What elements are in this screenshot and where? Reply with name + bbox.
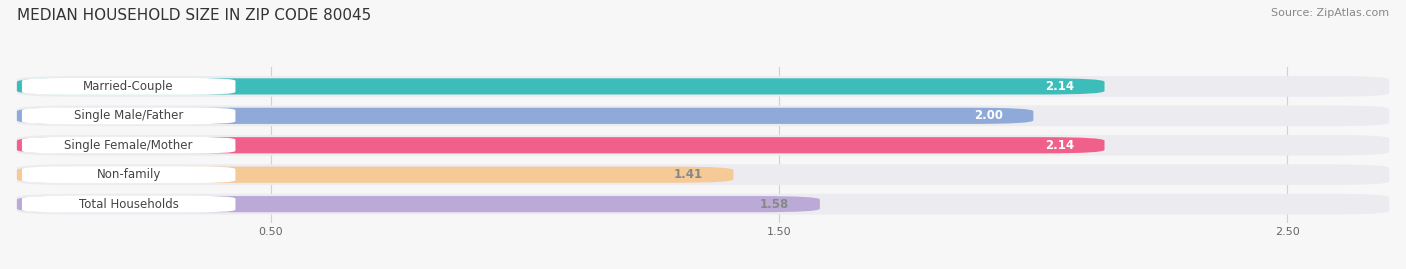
FancyBboxPatch shape — [17, 76, 1389, 97]
FancyBboxPatch shape — [17, 78, 1105, 94]
FancyBboxPatch shape — [22, 196, 235, 213]
Text: Single Female/Mother: Single Female/Mother — [65, 139, 193, 152]
FancyBboxPatch shape — [17, 105, 1389, 126]
FancyBboxPatch shape — [22, 137, 235, 154]
Text: 2.14: 2.14 — [1045, 80, 1074, 93]
FancyBboxPatch shape — [22, 166, 235, 183]
Text: Non-family: Non-family — [97, 168, 160, 181]
Text: 2.00: 2.00 — [974, 109, 1002, 122]
FancyBboxPatch shape — [17, 194, 1389, 214]
Text: Single Male/Father: Single Male/Father — [75, 109, 183, 122]
Text: 1.41: 1.41 — [673, 168, 703, 181]
Text: MEDIAN HOUSEHOLD SIZE IN ZIP CODE 80045: MEDIAN HOUSEHOLD SIZE IN ZIP CODE 80045 — [17, 8, 371, 23]
Text: Source: ZipAtlas.com: Source: ZipAtlas.com — [1271, 8, 1389, 18]
FancyBboxPatch shape — [22, 107, 235, 124]
Text: 2.14: 2.14 — [1045, 139, 1074, 152]
FancyBboxPatch shape — [17, 137, 1105, 153]
Text: 1.58: 1.58 — [761, 198, 789, 211]
FancyBboxPatch shape — [17, 108, 1033, 124]
FancyBboxPatch shape — [17, 164, 1389, 185]
FancyBboxPatch shape — [17, 167, 734, 183]
FancyBboxPatch shape — [22, 78, 235, 95]
Text: Total Households: Total Households — [79, 198, 179, 211]
Text: Married-Couple: Married-Couple — [83, 80, 174, 93]
FancyBboxPatch shape — [17, 135, 1389, 155]
FancyBboxPatch shape — [17, 196, 820, 212]
